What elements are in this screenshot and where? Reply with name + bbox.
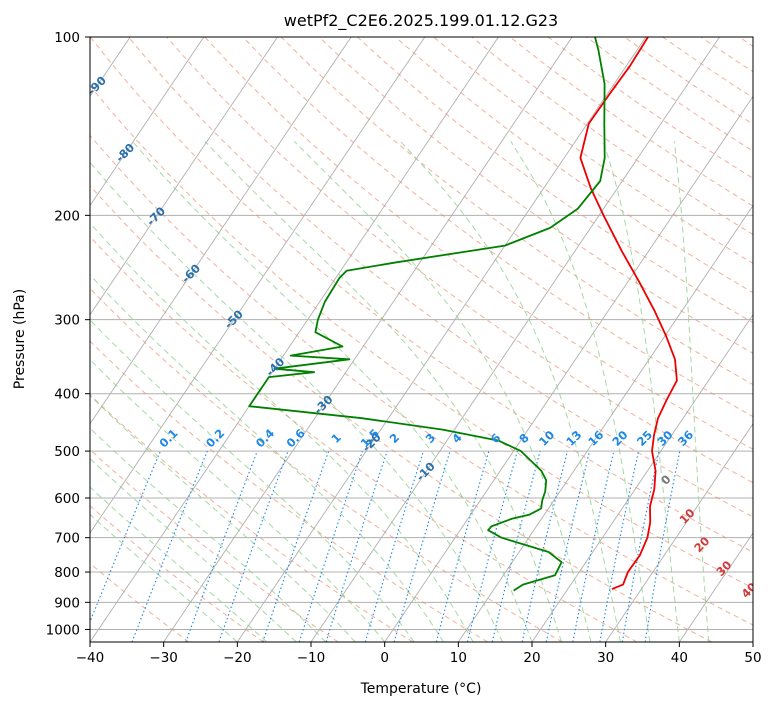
x-tick-label: −10 (297, 650, 326, 666)
moist-adiabat-label: 40 (738, 580, 759, 601)
dry-adiabat (701, 37, 775, 642)
moist-adiabat (511, 141, 650, 642)
mixing-ratio-line (326, 451, 387, 642)
isotherm-line (0, 37, 56, 642)
dry-adiabat-label: -10 (413, 459, 438, 484)
isotherm-line (311, 37, 719, 642)
x-tick-label: −20 (223, 650, 252, 666)
dry-adiabat (0, 37, 264, 642)
mixing-ratio-line (436, 451, 489, 642)
mixing-ratio-label: 0.6 (284, 426, 308, 450)
mixing-ratio-label: 0.4 (253, 426, 277, 450)
x-tick-label: −40 (76, 650, 105, 666)
isotherm-line (164, 37, 572, 642)
dry-adiabat-label: -50 (221, 307, 246, 332)
y-tick-label: 400 (54, 387, 80, 403)
moist-adiabat-label: 10 (676, 506, 697, 527)
y-tick-label: 600 (54, 491, 80, 507)
isotherm-line (0, 37, 277, 642)
isotherm-line (0, 37, 204, 642)
y-tick-label: 500 (54, 444, 80, 460)
mixing-ratio-line (132, 451, 207, 642)
dry-adiabat (0, 37, 562, 642)
isotherm-line (679, 37, 775, 642)
mixing-ratio-label: 20 (609, 428, 630, 449)
plot-frame (90, 37, 753, 642)
moist-adiabat (23, 141, 473, 642)
mixing-ratio-line (468, 451, 518, 642)
x-tick-label: 50 (744, 650, 761, 666)
dry-adiabat (739, 37, 775, 642)
x-tick-label: 10 (450, 650, 467, 666)
x-tick-label: 30 (597, 650, 614, 666)
x-tick-label: −30 (149, 650, 178, 666)
y-tick-label: 900 (54, 595, 80, 611)
dry-adiabat (586, 37, 775, 642)
dry-adiabat-label: -70 (144, 204, 169, 229)
dry-adiabat (396, 37, 775, 642)
mixing-ratio-line (365, 451, 423, 642)
mixing-ratio-line (219, 451, 288, 642)
mixing-ratio-label: 1 (328, 430, 344, 446)
x-tick-label: 0 (380, 650, 389, 666)
x-tick-label: 40 (671, 650, 688, 666)
temperature-profile (580, 37, 677, 589)
y-tick-label: 800 (54, 565, 80, 581)
dry-adiabat (0, 37, 338, 642)
mixing-ratio-label: 3 (423, 430, 439, 446)
isotherm-line (753, 37, 775, 642)
x-tick-label: 20 (523, 650, 540, 666)
mixing-ratio-label: 30 (654, 428, 675, 449)
mixing-ratio-line (82, 451, 161, 642)
mixing-ratio-label: 6 (488, 430, 504, 446)
x-axis-label: Temperature (°C) (360, 681, 482, 697)
dry-adiabat-label: -60 (179, 261, 204, 286)
dry-adiabat (90, 37, 775, 642)
chart-title: wetPf2_C2E6.2025.199.01.12.G23 (284, 11, 558, 31)
dry-adiabat (0, 37, 637, 642)
moist-adiabat-label: 0 (658, 472, 674, 488)
y-tick-label: 700 (54, 531, 80, 547)
dry-adiabat-label: -90 (84, 73, 109, 98)
mixing-ratio-label: 2 (387, 430, 403, 446)
dry-adiabat (243, 37, 775, 642)
y-tick-label: 100 (54, 30, 80, 46)
moist-adiabat (294, 141, 591, 642)
moist-adiabat-label: 20 (691, 534, 712, 555)
isotherm-line (532, 37, 775, 642)
mixing-ratio-line (622, 451, 659, 642)
dry-adiabat (0, 37, 413, 642)
dry-adiabat-label: -80 (113, 140, 138, 165)
y-tick-label: 200 (54, 208, 80, 224)
dry-adiabat (663, 37, 775, 642)
mixing-ratio-line (600, 451, 639, 642)
mixing-ratio-label: 10 (536, 428, 557, 449)
moist-adiabat (674, 141, 708, 642)
moist-adiabat-label: 30 (713, 558, 734, 579)
y-axis-label: Pressure (hPa) (12, 289, 28, 389)
mixing-ratio-label: 16 (585, 428, 606, 449)
dry-adiabat (0, 37, 189, 642)
y-tick-label: 300 (54, 313, 80, 329)
isotherm-line (16, 37, 424, 642)
y-tick-label: 1000 (46, 622, 80, 638)
moist-adiabat (0, 141, 267, 642)
mixing-ratio-label: 36 (675, 428, 696, 449)
